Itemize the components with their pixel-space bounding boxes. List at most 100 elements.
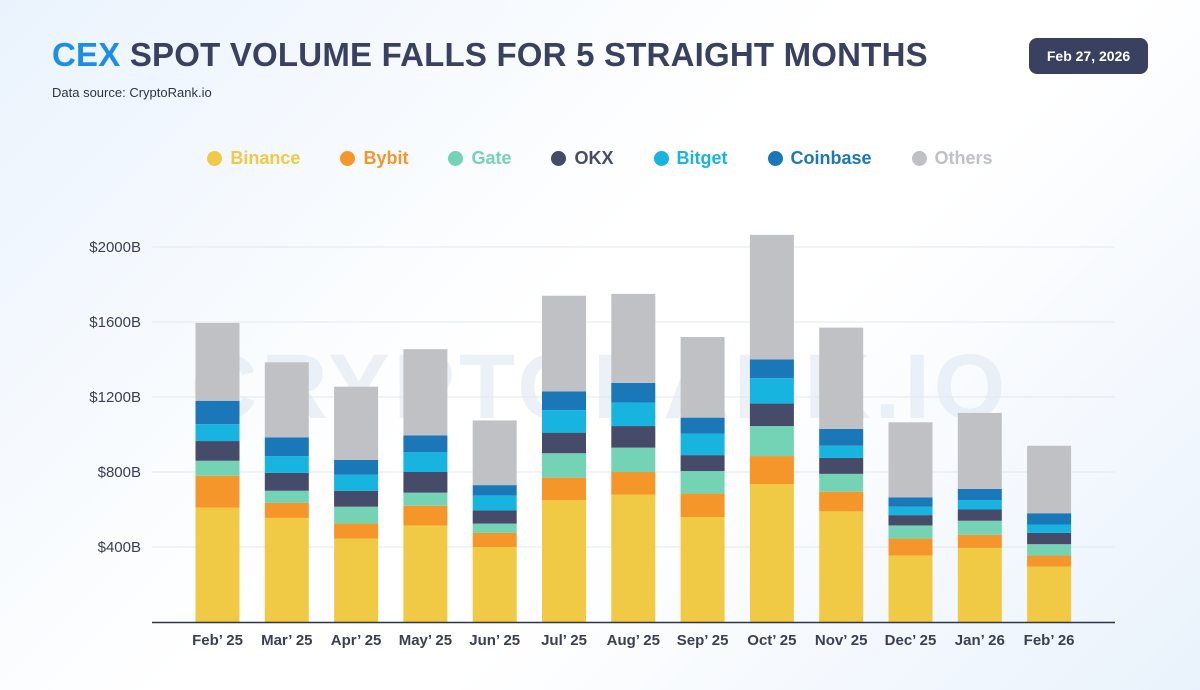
bar-segment-binance [611, 494, 656, 622]
bar-segment-binance [819, 511, 864, 622]
bar-segment-bybit [264, 502, 309, 518]
legend-label: Coinbase [790, 147, 872, 168]
legend: Binance Bybit Gate OKX Bitget Coinbase Others [0, 145, 1200, 171]
bar-segment-gate [680, 471, 725, 494]
bar-segment-gate [334, 506, 379, 524]
bar-segment-others [472, 420, 517, 486]
legend-item-coinbase[interactable]: Coinbase [767, 145, 872, 171]
bar-segment-bybit [334, 523, 379, 539]
y-tick-label: $2000B [89, 239, 141, 256]
bar-segment-bitget [264, 456, 309, 473]
y-tick-label: $800B [98, 464, 141, 481]
y-tick-label: $400B [98, 539, 141, 556]
bar-segment-bitget [195, 424, 240, 442]
x-tick-label: Jun’ 25 [469, 632, 520, 649]
bar-segment-coinbase [472, 485, 517, 496]
bar-segment-okx [749, 403, 794, 427]
bar-segment-coinbase [957, 488, 1002, 501]
bar-segment-gate [957, 520, 1002, 535]
bar-segment-binance [264, 517, 309, 622]
bar-segment-okx [680, 455, 725, 472]
legend-swatch [448, 150, 464, 166]
bar-segment-binance [957, 547, 1002, 622]
legend-label: Bybit [363, 147, 409, 168]
bar-segment-coinbase [1027, 513, 1072, 525]
bar-segment-coinbase [680, 417, 725, 434]
bar-segment-bitget [749, 378, 794, 404]
bar-segment-binance [1027, 566, 1072, 622]
bar-segment-coinbase [819, 428, 864, 446]
x-tick-label: Feb’ 26 [1024, 632, 1075, 649]
bar-segment-bitget [888, 506, 933, 516]
legend-item-bitget[interactable]: Bitget [653, 145, 728, 171]
bar-segment-okx [542, 432, 586, 454]
bar-segment-okx [472, 510, 517, 524]
bar-segment-bybit [749, 456, 794, 485]
bar-segment-gate [403, 492, 448, 506]
x-tick-label: Nov’ 25 [815, 632, 868, 649]
bar-segment-coinbase [403, 435, 448, 453]
bar-segment-okx [819, 457, 864, 474]
chart-title: CEX SPOT VOLUME FALLS FOR 5 STRAIGHT MON… [52, 36, 928, 74]
bar-segment-coinbase [888, 497, 933, 507]
legend-swatch [340, 150, 356, 166]
bar-segment-bybit [680, 493, 725, 517]
legend-label: Binance [230, 147, 301, 168]
bar-segment-bybit [195, 475, 240, 508]
x-tick-label: Jul’ 25 [541, 632, 587, 649]
y-tick-label: $1600B [89, 314, 141, 331]
legend-label: Others [934, 147, 993, 168]
bar-segment-okx [334, 490, 379, 507]
bar-segment-binance [472, 547, 517, 622]
bar-segment-okx [957, 509, 1002, 521]
bar-segment-binance [680, 517, 725, 622]
x-tick-label: Apr’ 25 [331, 632, 382, 649]
legend-item-binance[interactable]: Binance [207, 145, 300, 171]
bar-segment-bybit [403, 505, 448, 526]
bar-segment-others [888, 422, 933, 498]
bar-segment-okx [403, 472, 448, 493]
legend-label: Gate [471, 147, 512, 168]
title-accent: CEX [52, 36, 121, 73]
bar-segment-binance [403, 525, 448, 622]
bar-segment-others [957, 412, 1002, 489]
bar-segment-others [542, 295, 586, 392]
bar-segment-gate [542, 453, 586, 478]
bar-segment-okx [1027, 532, 1072, 545]
bar-segment-okx [264, 472, 309, 491]
bar-segment-others [334, 386, 379, 460]
bar-segment-others [1027, 445, 1072, 514]
bar-segment-binance [334, 538, 379, 622]
x-tick-label: Jan’ 26 [955, 632, 1005, 649]
bar-segment-coinbase [334, 459, 379, 475]
bar-segment-gate [819, 473, 864, 492]
x-tick-label: Mar’ 25 [261, 632, 312, 649]
bar-segment-others [403, 349, 448, 436]
bar-segment-bitget [542, 410, 586, 433]
bar-segment-gate [264, 490, 309, 503]
bar-segment-bitget [680, 433, 725, 456]
bar-segment-bybit [472, 532, 517, 547]
bar-segment-binance [542, 500, 586, 622]
bar-segment-gate [749, 426, 794, 457]
legend-swatch [551, 150, 567, 166]
bar-segment-gate [611, 447, 656, 472]
legend-item-okx[interactable]: OKX [551, 145, 614, 171]
bar-segment-coinbase [195, 400, 240, 425]
legend-swatch [207, 150, 223, 166]
date-badge: Feb 27, 2026 [1029, 38, 1148, 74]
legend-item-others[interactable]: Others [911, 145, 993, 171]
bar-segment-binance [195, 507, 240, 622]
legend-label: OKX [574, 147, 614, 168]
legend-item-bybit[interactable]: Bybit [340, 145, 408, 171]
bar-segment-others [611, 293, 656, 383]
bar-segment-okx [888, 515, 933, 526]
bar-segment-bitget [819, 445, 864, 458]
bar-segment-coinbase [749, 359, 794, 379]
bar-segment-others [749, 234, 794, 360]
bar-segment-bitget [957, 500, 1002, 510]
x-tick-label: Dec’ 25 [885, 632, 937, 649]
bar-segment-others [819, 327, 864, 429]
legend-item-gate[interactable]: Gate [448, 145, 511, 171]
